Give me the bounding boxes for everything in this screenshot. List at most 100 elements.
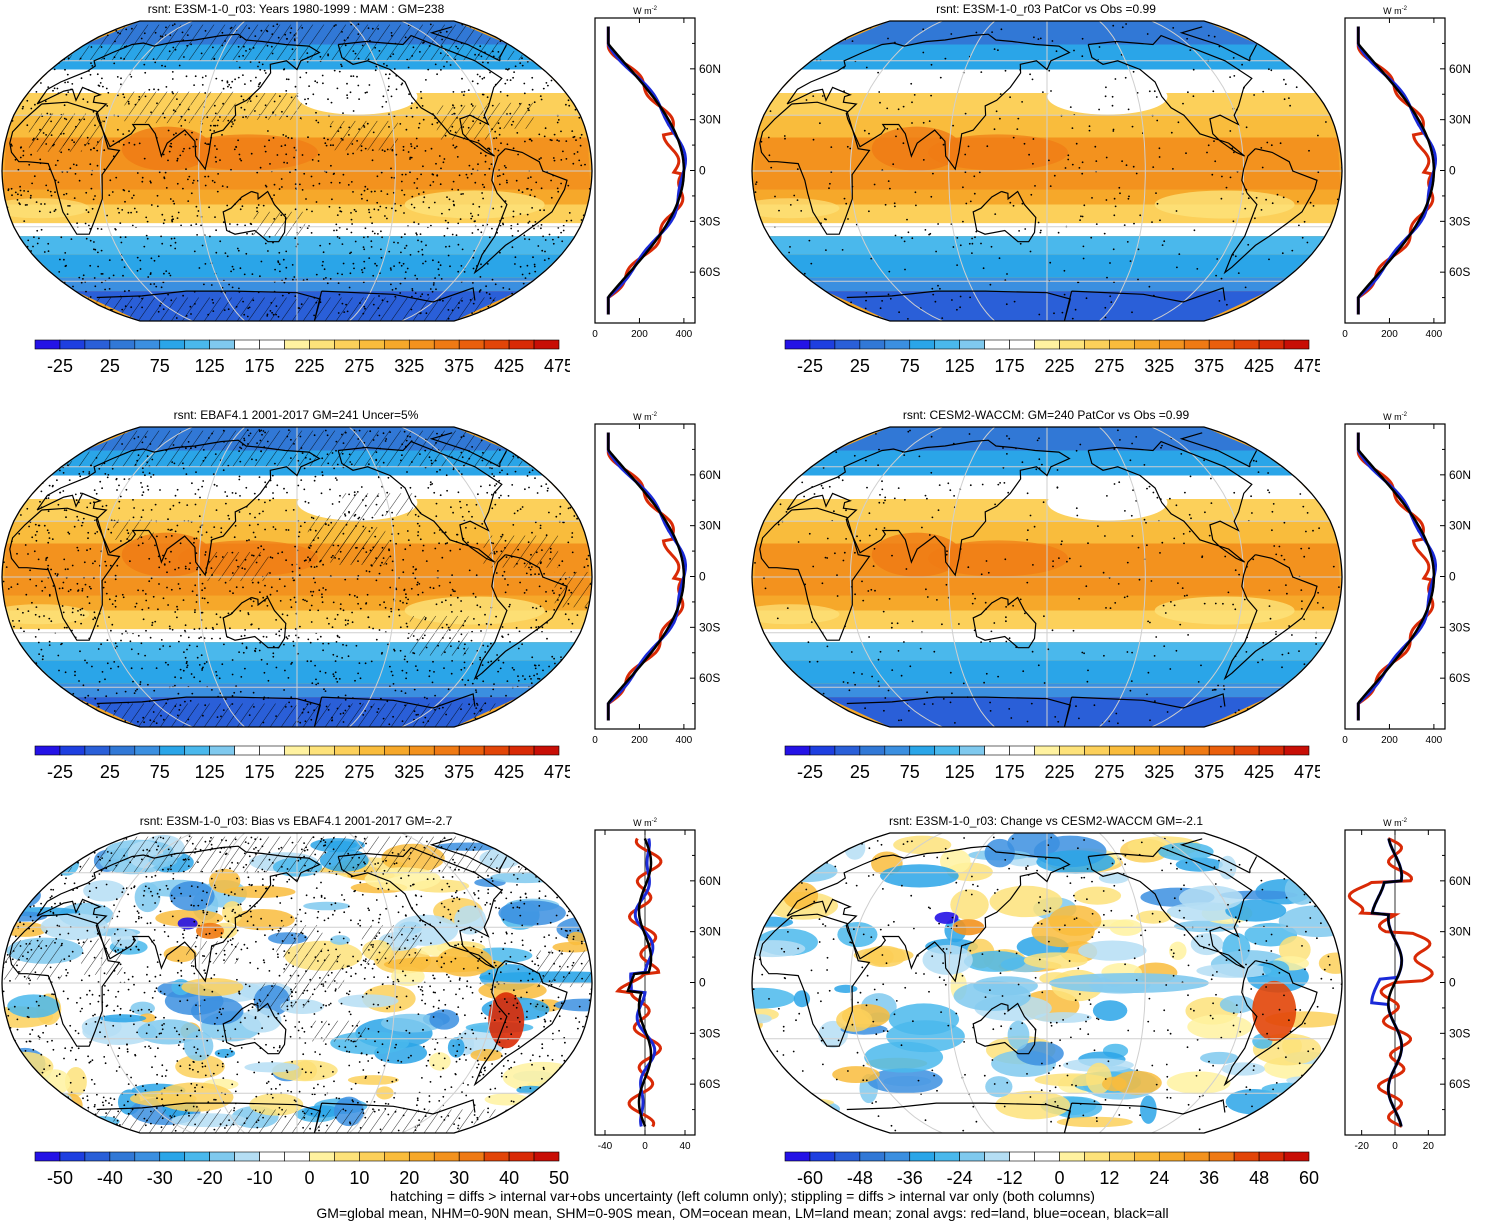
zonal-x-tick-label: 400 [1426, 329, 1443, 340]
colorbar-tick-label: -30 [147, 1168, 173, 1188]
colorbar-tick-label: -20 [197, 1168, 223, 1188]
colorbar-tick-label: -10 [247, 1168, 273, 1188]
zonal-x-tick-label: 0 [592, 735, 598, 746]
colorbar-tick-label: 75 [900, 356, 920, 376]
lat-tick-label: 30S [699, 620, 720, 634]
lat-tick-label: 60N [1449, 468, 1471, 482]
colorbar-tick-label: 225 [1044, 762, 1074, 782]
colorbar-tick-label: -25 [47, 762, 73, 782]
lat-tick-label: 30N [1449, 113, 1471, 127]
lat-tick-label: 0 [699, 976, 706, 990]
zonal-x-tick-label: 0 [1342, 735, 1348, 746]
zonal-x-tick-label: 40 [679, 1141, 691, 1152]
colorbar-tick-label: 24 [1149, 1168, 1169, 1188]
colorbar-tick-label: 375 [1194, 356, 1224, 376]
panel-title-2: rsnt: E3SM-1-0_r03 PatCor vs Obs =0.99 [936, 2, 1156, 16]
colorbar-6: -60 -48 -36 -24 -12 0 12 24 36 48 60 [784, 1151, 1319, 1188]
lat-tick-label: 30S [699, 214, 720, 228]
zonal-panel-6: W m-2 60N 30N 0 30S 60S -20 0 20 [1344, 818, 1471, 1152]
footer-note-1: hatching = diffs > internal var+obs unce… [390, 1188, 1095, 1204]
colorbar-tick-label: 275 [1094, 356, 1124, 376]
colorbar-tick-label: 225 [294, 356, 324, 376]
colorbar-tick-label: 325 [394, 356, 424, 376]
zonal-x-tick-label: 0 [592, 329, 598, 340]
colorbar-tick-label: 0 [1054, 1168, 1064, 1188]
lat-tick-label: 0 [1449, 164, 1456, 178]
colorbar-tick-label: 75 [150, 356, 170, 376]
lat-tick-label: 30S [699, 1026, 720, 1040]
lat-tick-label: 60N [699, 62, 721, 76]
colorbar-tick-label: 175 [245, 762, 275, 782]
colorbar-tick-label: 375 [444, 356, 474, 376]
zonal-curve-land [606, 26, 685, 315]
colorbar-tick-label: -25 [47, 356, 73, 376]
lat-tick-label: 60S [1449, 1077, 1470, 1091]
map-panel-1 [1, 20, 593, 322]
panel-title-4: rsnt: CESM2-WACCM: GM=240 PatCor vs Obs … [902, 408, 1190, 422]
map-panel-4 [751, 426, 1343, 728]
zonal-unit-label: W m-2 [1383, 6, 1407, 16]
colorbar-tick-label: 30 [449, 1168, 469, 1188]
colorbar-tick-label: 0 [304, 1168, 314, 1188]
map-panel-5 [1, 832, 593, 1134]
lat-tick-label: 60S [699, 671, 720, 685]
zonal-unit-label: W m-2 [1383, 412, 1407, 422]
colorbar-tick-label: 75 [900, 762, 920, 782]
colorbar-tick-label: 425 [494, 762, 524, 782]
zonal-x-tick-label: 0 [1342, 329, 1348, 340]
zonal-curve-all [1357, 432, 1436, 721]
map-panel-6 [751, 832, 1343, 1134]
zonal-unit-label: W m-2 [633, 412, 657, 422]
map-panel-3 [1, 426, 593, 728]
zonal-x-tick-label: 400 [1426, 735, 1443, 746]
colorbar-2: -25 25 75 125 175 225 275 325 375 425 475 [784, 339, 1320, 376]
colorbar-tick-label: 475 [544, 356, 570, 376]
lat-tick-label: 60S [1449, 671, 1470, 685]
colorbar-tick-label: 125 [945, 762, 975, 782]
colorbar-tick-label: 425 [1244, 356, 1274, 376]
zonal-x-tick-label: 400 [676, 329, 693, 340]
zonal-curve-land [1356, 26, 1435, 315]
colorbar-tick-label: 325 [1144, 762, 1174, 782]
lat-tick-label: 30S [1449, 1026, 1470, 1040]
zonal-curve-all [607, 26, 686, 315]
colorbar-tick-label: 175 [245, 356, 275, 376]
zonal-x-tick-label: 0 [642, 1141, 648, 1152]
zonal-x-tick-label: 400 [676, 735, 693, 746]
colorbar-1: -25 25 75 125 175 225 275 325 375 425 475 [34, 339, 570, 376]
lat-tick-label: 0 [1449, 570, 1456, 584]
zonal-panel-4: W m-2 60N 30N 0 30S 60S 0 200 400 [1342, 412, 1471, 746]
colorbar-tick-label: 175 [995, 762, 1025, 782]
colorbar-tick-label: 12 [1099, 1168, 1119, 1188]
lat-tick-label: 60N [1449, 874, 1471, 888]
colorbar-tick-label: -25 [797, 356, 823, 376]
colorbar-tick-label: -50 [47, 1168, 73, 1188]
colorbar-tick-label: 475 [1294, 356, 1320, 376]
zonal-x-tick-label: 200 [631, 329, 648, 340]
colorbar-4: -25 25 75 125 175 225 275 325 375 425 475 [784, 745, 1320, 782]
map-panel-2 [751, 20, 1343, 322]
zonal-x-tick-label: 0 [1392, 1141, 1398, 1152]
zonal-panel-2: W m-2 60N 30N 0 30S 60S 0 200 400 [1342, 6, 1471, 340]
lat-tick-label: 30N [699, 925, 721, 939]
colorbar-tick-label: -25 [797, 762, 823, 782]
lat-tick-label: 60S [1449, 265, 1470, 279]
lat-tick-label: 30N [699, 519, 721, 533]
colorbar-tick-label: 40 [499, 1168, 519, 1188]
colorbar-tick-label: 125 [945, 356, 975, 376]
lat-tick-label: 0 [699, 164, 706, 178]
colorbar-tick-label: 75 [150, 762, 170, 782]
lat-tick-label: 30N [1449, 519, 1471, 533]
footer-note-2: GM=global mean, NHM=0-90N mean, SHM=0-90… [316, 1205, 1169, 1221]
zonal-curve-land [1356, 432, 1435, 721]
colorbar-tick-label: 225 [294, 762, 324, 782]
lat-tick-label: 30S [1449, 620, 1470, 634]
panel-title-6: rsnt: E3SM-1-0_r03: Change vs CESM2-WACC… [889, 814, 1203, 828]
colorbar-tick-label: -60 [797, 1168, 823, 1188]
zonal-panel-3: W m-2 60N 30N 0 30S 60S 0 200 400 [592, 412, 721, 746]
zonal-x-tick-label: 200 [631, 735, 648, 746]
colorbar-tick-label: 275 [1094, 762, 1124, 782]
colorbar-tick-label: 475 [1294, 762, 1320, 782]
colorbar-tick-label: 50 [549, 1168, 569, 1188]
colorbar-tick-label: -36 [897, 1168, 923, 1188]
